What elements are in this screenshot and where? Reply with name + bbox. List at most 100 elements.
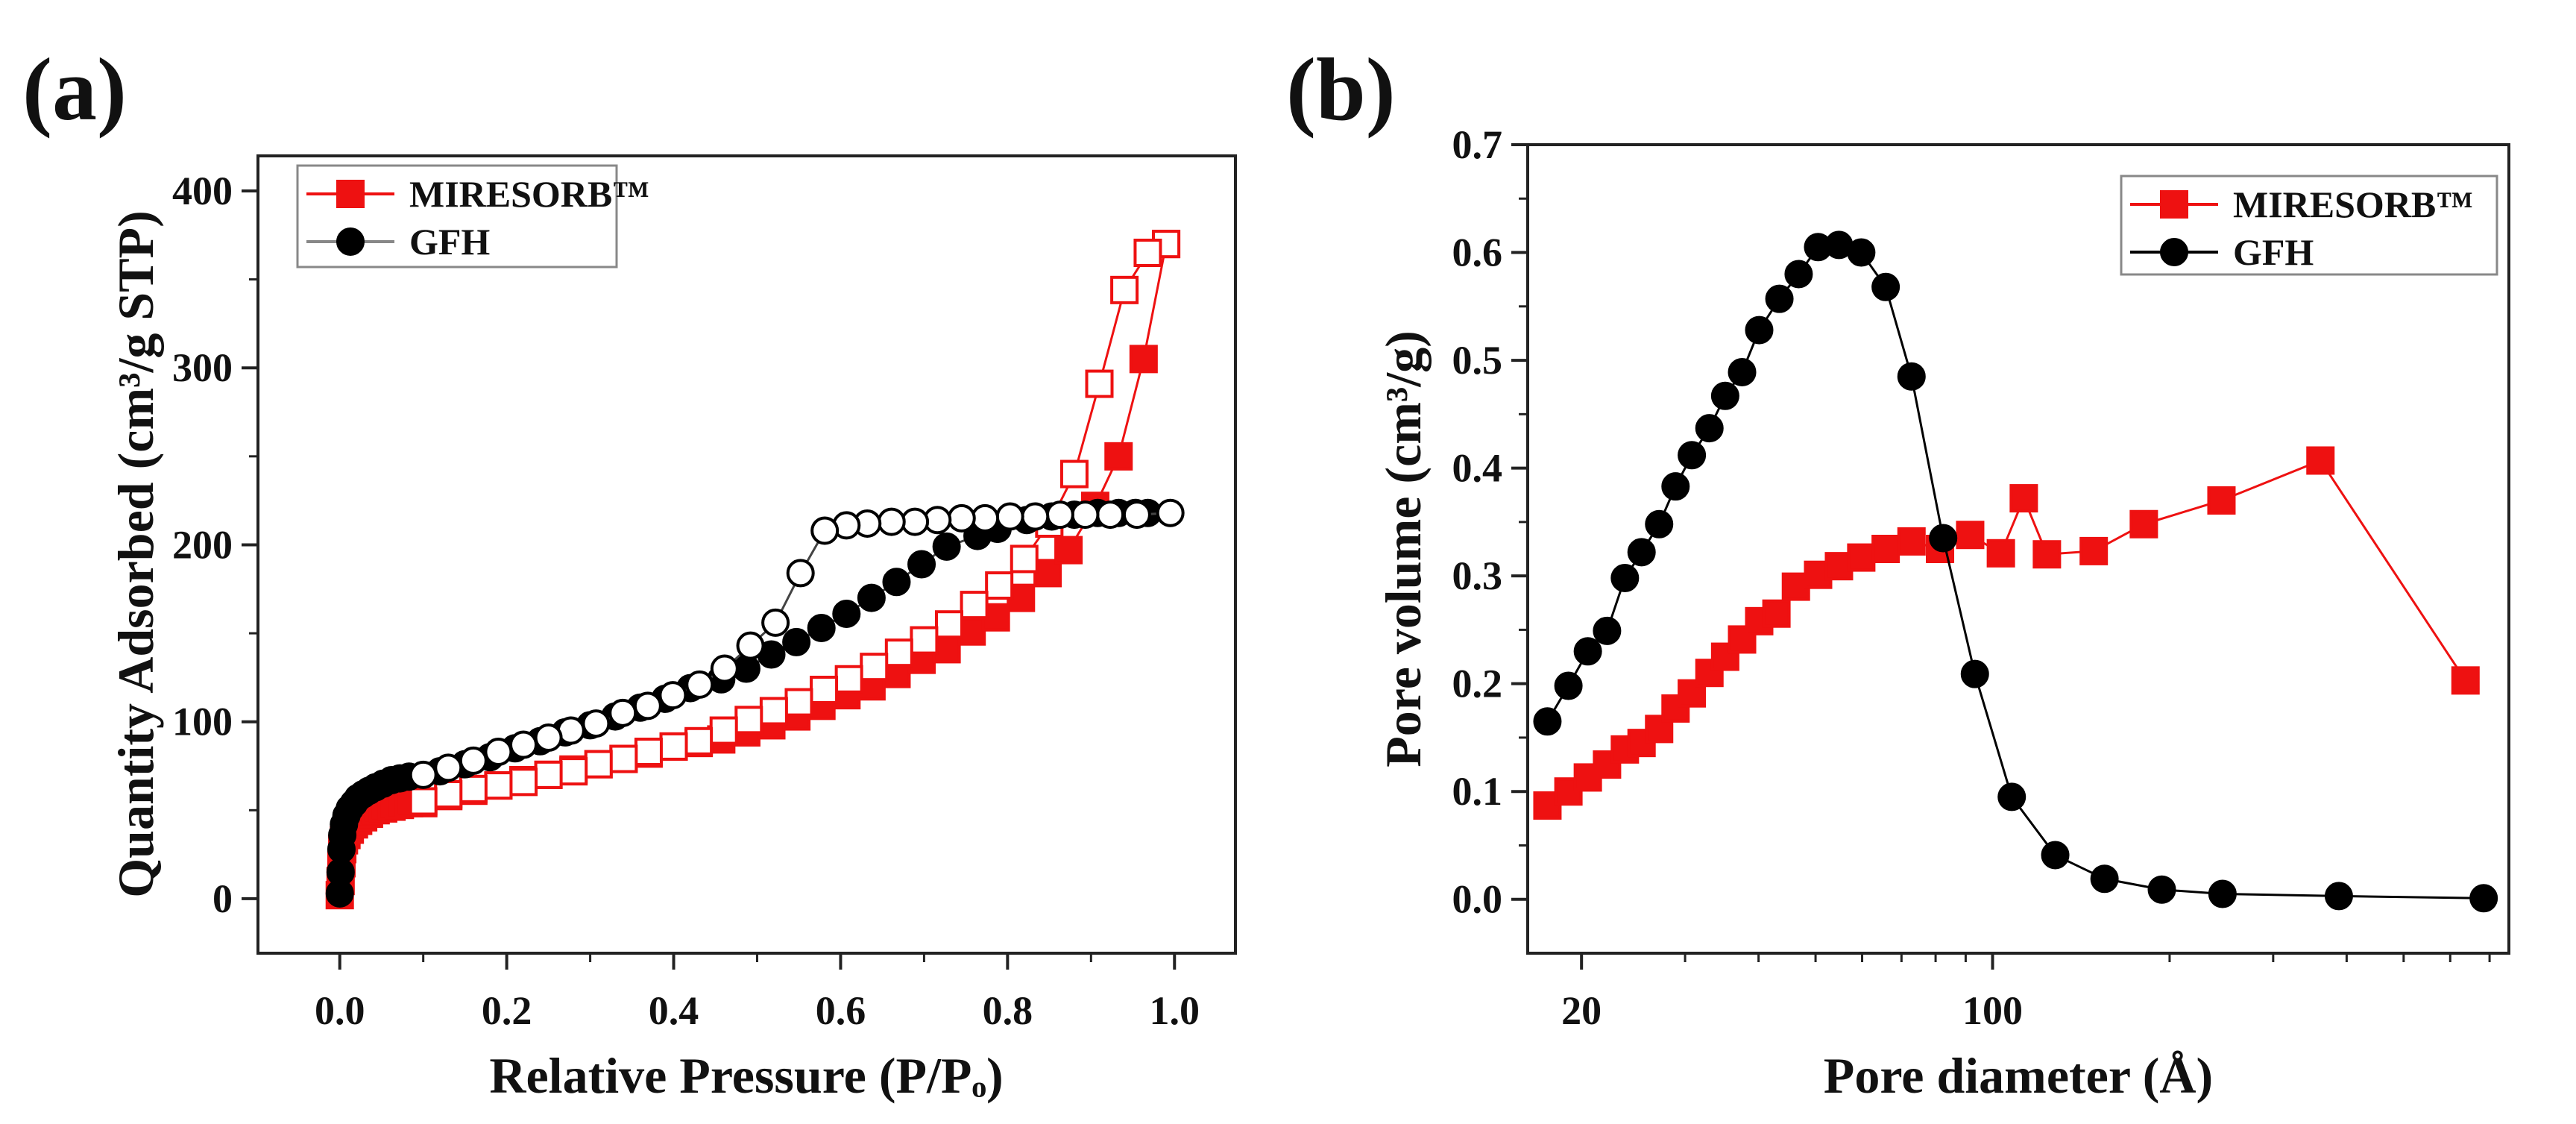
data-point — [810, 516, 840, 545]
data-point — [1533, 707, 1562, 736]
data-point — [1956, 521, 1985, 550]
data-point — [1847, 238, 1876, 267]
data-point — [2090, 864, 2119, 894]
legend: MIRESORB™ GFH — [296, 164, 649, 269]
data-point — [484, 738, 513, 767]
data-point — [710, 654, 739, 683]
data-point — [634, 738, 663, 767]
y-tick-label: 200 — [172, 522, 233, 567]
y-tick-label: 0.7 — [1452, 122, 1503, 167]
data-point — [658, 681, 687, 710]
data-point — [1096, 500, 1125, 530]
legend-marker — [336, 227, 365, 256]
y-tick-label: 100 — [172, 700, 233, 744]
data-point — [907, 550, 936, 579]
data-point — [1021, 502, 1050, 531]
y-tick-label: 300 — [172, 345, 233, 390]
data-point — [960, 591, 989, 620]
data-point — [2451, 666, 2480, 695]
y-tick-label: 0.0 — [1452, 877, 1503, 922]
data-point — [685, 670, 714, 699]
data-point — [877, 507, 906, 536]
data-point — [934, 610, 963, 639]
y-tick-label: 0.4 — [1452, 446, 1503, 491]
data-point — [2032, 540, 2062, 569]
data-point — [584, 750, 613, 779]
data-point — [860, 653, 889, 682]
data-point — [2324, 882, 2353, 911]
x-axis-title: Pore diameter (Å) — [1824, 1047, 2213, 1104]
data-point — [1871, 272, 1900, 301]
data-point — [684, 726, 714, 756]
y-tick-label: 0.6 — [1452, 230, 1503, 275]
data-point — [1986, 539, 2015, 568]
data-point — [509, 730, 538, 759]
data-point — [901, 507, 930, 536]
panel-label-b: (b) — [1286, 40, 1396, 139]
data-point — [2207, 486, 2236, 515]
data-point — [1122, 500, 1151, 530]
data-point — [608, 698, 637, 727]
data-point — [884, 638, 913, 668]
data-point — [1573, 637, 1602, 666]
data-point — [1610, 564, 1640, 593]
data-point — [1745, 315, 1774, 345]
data-point — [807, 613, 836, 642]
data-point — [782, 627, 811, 656]
data-point — [2469, 884, 2498, 913]
data-point — [1156, 498, 1185, 527]
data-point — [1695, 659, 1724, 688]
data-point — [1897, 527, 1926, 556]
data-point — [1104, 442, 1133, 471]
legend-label: GFH — [2233, 231, 2314, 273]
panel-b-pore-distribution-chart: (b) Pore diameter (Å) Pore volume (cm³/g… — [1286, 40, 2510, 1104]
data-point — [1661, 472, 1690, 501]
panel-label-a: (a) — [22, 40, 127, 139]
data-point — [1045, 500, 1074, 530]
legend-label: MIRESORB™ — [409, 173, 649, 215]
data-point — [834, 665, 863, 694]
data-point — [1129, 345, 1158, 374]
x-tick-label: 20 — [1561, 988, 1602, 1033]
legend-marker — [336, 180, 365, 208]
data-point — [2306, 446, 2335, 475]
data-point — [434, 753, 463, 782]
data-point — [2079, 536, 2109, 565]
data-point — [1710, 381, 1739, 410]
data-point — [1847, 543, 1876, 572]
y-tick-label: 400 — [172, 169, 233, 213]
y-tick-label: 0.5 — [1452, 338, 1503, 383]
data-point — [534, 723, 563, 753]
data-point — [932, 532, 961, 561]
x-tick-label: 0.2 — [482, 988, 532, 1033]
data-point — [1133, 239, 1162, 268]
data-point — [1762, 599, 1791, 628]
data-point — [995, 502, 1024, 531]
data-point — [1997, 782, 2027, 811]
data-point — [1678, 441, 1707, 470]
data-point — [1110, 275, 1139, 304]
data-point — [582, 709, 611, 738]
data-point — [784, 688, 813, 717]
data-point — [1661, 694, 1690, 723]
data-point — [2041, 841, 2070, 870]
data-point — [459, 774, 488, 803]
data-point — [1085, 369, 1114, 398]
series-gfh-desorption — [409, 498, 1185, 789]
data-point — [1645, 509, 1674, 539]
x-tick-label: 1.0 — [1150, 988, 1200, 1033]
data-point — [1010, 544, 1039, 574]
data-point — [1784, 260, 1813, 289]
data-point — [1071, 500, 1100, 530]
data-point — [633, 691, 662, 720]
y-tick-label: 0.1 — [1452, 769, 1503, 814]
data-point — [509, 767, 538, 797]
x-axis-title: Relative Pressure (P/Pₒ) — [489, 1047, 1003, 1104]
data-point — [1960, 659, 1989, 688]
data-point — [484, 771, 513, 800]
data-point — [1728, 357, 1757, 386]
y-tick-label: 0 — [212, 876, 233, 921]
data-point — [409, 760, 438, 789]
data-point — [1929, 524, 1958, 553]
